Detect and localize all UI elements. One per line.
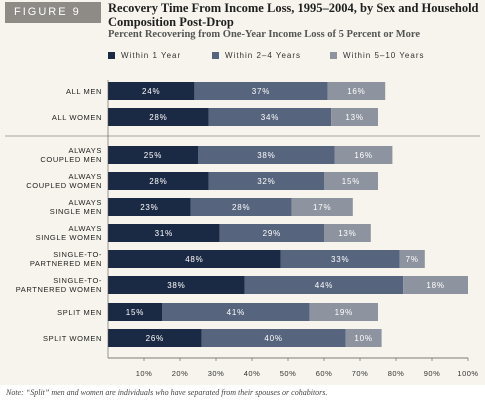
bar-always-single-men-within-1-year xyxy=(108,198,191,216)
bar-always-single-men-within-5-10-years xyxy=(291,198,353,216)
bar-all-women-within-1-year xyxy=(108,108,209,126)
category-label-split-men: SPLIT MEN xyxy=(57,308,102,317)
data-label-single-to-partnered-men-within-2-4-years: 33% xyxy=(331,255,349,264)
data-label-always-coupled-men-within-2-4-years: 38% xyxy=(257,151,275,160)
category-label-all-women: ALL WOMEN xyxy=(52,113,102,122)
category-label-all-men: ALL MEN xyxy=(66,87,102,96)
category-label-single-to-partnered-men: SINGLE-TO-PARTNERED MEN xyxy=(30,250,102,268)
x-tick-label-40: 40% xyxy=(244,369,261,378)
bar-always-single-women-within-5-10-years xyxy=(324,224,371,242)
data-label-always-single-women-within-1-year: 31% xyxy=(155,229,173,238)
data-label-split-women-within-1-year: 26% xyxy=(146,334,164,343)
category-label-always-single-men: ALWAYS SINGLE MEN xyxy=(50,198,102,216)
bar-always-coupled-women-within-5-10-years xyxy=(324,172,378,190)
bar-always-single-women-within-1-year xyxy=(108,224,220,242)
data-label-all-men-within-2-4-years: 37% xyxy=(252,87,270,96)
bar-split-women-within-2-4-years xyxy=(201,329,346,347)
bar-always-coupled-men-within-1-year xyxy=(108,146,198,164)
figure-label: FIGURE 9 xyxy=(5,2,101,23)
data-label-single-to-partnered-men-within-5-10-years: 7% xyxy=(406,255,419,264)
data-label-always-single-men-within-1-year: 23% xyxy=(140,203,158,212)
legend-swatch-within-1-year xyxy=(108,52,115,59)
data-label-all-women-within-5-10-years: 13% xyxy=(345,113,363,122)
data-label-single-to-partnered-women-within-5-10-years: 18% xyxy=(426,281,444,290)
x-tick-label-70: 70% xyxy=(352,369,369,378)
bar-split-men-within-2-4-years xyxy=(162,303,310,321)
x-tick-label-20: 20% xyxy=(172,369,189,378)
x-tick-label-30: 30% xyxy=(208,369,225,378)
x-tick-label-100: 100% xyxy=(457,369,478,378)
legend-swatch-within-2-4-years xyxy=(212,52,219,59)
x-tick-label-10: 10% xyxy=(136,369,153,378)
bar-single-to-partnered-women-within-5-10-years xyxy=(403,276,468,294)
data-label-always-single-women-within-2-4-years: 29% xyxy=(263,229,281,238)
x-tick-label-80: 80% xyxy=(388,369,405,378)
legend-swatch-within-5-10-years xyxy=(330,52,337,59)
data-label-single-to-partnered-women-within-2-4-years: 44% xyxy=(315,281,333,290)
legend-label-within-2-4-years: Within 2–4 Years xyxy=(225,51,302,60)
legend-label-within-1-year: Within 1 Year xyxy=(121,51,182,60)
bar-single-to-partnered-women-within-1-year xyxy=(108,276,245,294)
bar-split-men-within-5-10-years xyxy=(309,303,378,321)
data-label-always-single-men-within-5-10-years: 17% xyxy=(313,203,331,212)
bar-single-to-partnered-men-within-5-10-years xyxy=(399,250,425,268)
bar-always-coupled-women-within-1-year xyxy=(108,172,209,190)
bar-all-women-within-5-10-years xyxy=(331,108,378,126)
bar-all-men-within-5-10-years xyxy=(327,82,386,100)
data-label-all-women-within-1-year: 28% xyxy=(149,113,167,122)
bar-split-women-within-1-year xyxy=(108,329,202,347)
bar-single-to-partnered-men-within-1-year xyxy=(108,250,281,268)
data-label-split-men-within-5-10-years: 19% xyxy=(335,308,353,317)
category-label-always-coupled-women: ALWAYS COUPLED WOMEN xyxy=(26,172,102,190)
bar-always-coupled-women-within-2-4-years xyxy=(208,172,324,190)
data-label-all-men-within-5-10-years: 16% xyxy=(347,87,365,96)
bar-always-coupled-men-within-5-10-years xyxy=(334,146,393,164)
data-label-always-coupled-women-within-2-4-years: 32% xyxy=(257,177,275,186)
chart-subtitle: Percent Recovering from One-Year Income … xyxy=(108,29,420,40)
data-label-always-coupled-women-within-1-year: 28% xyxy=(149,177,167,186)
data-label-single-to-partnered-men-within-1-year: 48% xyxy=(185,255,203,264)
data-label-always-coupled-women-within-5-10-years: 15% xyxy=(342,177,360,186)
chart-title: Recovery Time From Income Loss, 1995–200… xyxy=(108,1,479,29)
data-label-split-men-within-2-4-years: 41% xyxy=(227,308,245,317)
bar-all-men-within-1-year xyxy=(108,82,195,100)
bar-split-women-within-5-10-years xyxy=(345,329,382,347)
x-tick-label-60: 60% xyxy=(316,369,333,378)
category-label-single-to-partnered-women: SINGLE-TO-PARTNERED WOMEN xyxy=(16,276,102,294)
bar-single-to-partnered-men-within-2-4-years xyxy=(280,250,400,268)
data-label-split-women-within-5-10-years: 10% xyxy=(354,334,372,343)
data-label-single-to-partnered-women-within-1-year: 38% xyxy=(167,281,185,290)
footnote: Note: “Split” men and women are individu… xyxy=(6,388,328,397)
stacked-bar-chart: ALL MEN ALL WOMEN ALWAYS COUPLED MEN ALWAYS C… xyxy=(5,80,480,378)
bar-split-men-within-1-year xyxy=(108,303,162,321)
data-label-all-men-within-1-year: 24% xyxy=(142,87,160,96)
data-label-always-single-men-within-2-4-years: 28% xyxy=(232,203,250,212)
data-label-always-coupled-men-within-1-year: 25% xyxy=(144,151,162,160)
bar-all-women-within-2-4-years xyxy=(208,108,332,126)
bar-single-to-partnered-women-within-2-4-years xyxy=(244,276,404,294)
bar-all-men-within-2-4-years xyxy=(194,82,328,100)
legend-label-within-5-10-years: Within 5–10 Years xyxy=(343,51,425,60)
bar-always-single-men-within-2-4-years xyxy=(190,198,292,216)
bar-always-coupled-men-within-2-4-years xyxy=(198,146,335,164)
data-label-always-single-women-within-5-10-years: 13% xyxy=(338,229,356,238)
category-label-always-single-women: ALWAYS SINGLE WOMEN xyxy=(36,224,102,242)
data-label-always-coupled-men-within-5-10-years: 16% xyxy=(354,151,372,160)
data-label-split-women-within-2-4-years: 40% xyxy=(264,334,282,343)
bar-always-single-women-within-2-4-years xyxy=(219,224,324,242)
x-tick-label-90: 90% xyxy=(424,369,441,378)
data-label-split-men-within-1-year: 15% xyxy=(126,308,144,317)
data-label-all-women-within-2-4-years: 34% xyxy=(261,113,279,122)
category-label-always-coupled-men: ALWAYS COUPLED MEN xyxy=(40,146,102,164)
category-label-split-women: SPLIT WOMEN xyxy=(43,334,102,343)
x-tick-label-50: 50% xyxy=(280,369,297,378)
